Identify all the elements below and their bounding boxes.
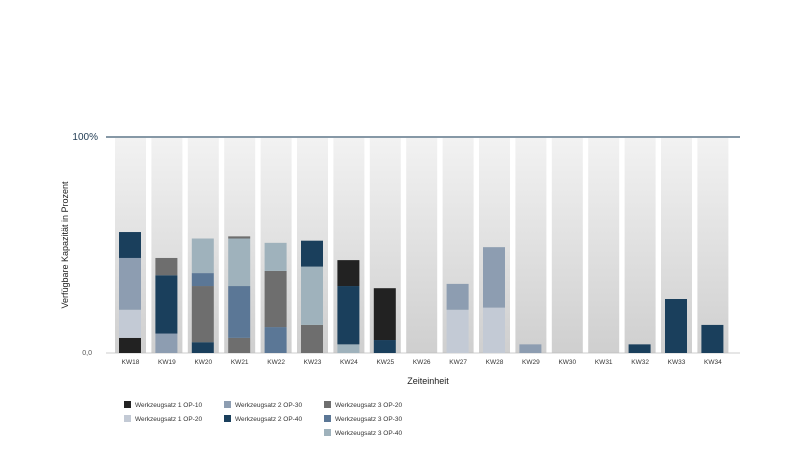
x-tick-label: KW22 <box>267 359 285 366</box>
x-tick-label: KW18 <box>122 359 140 366</box>
bar-segment <box>483 247 505 308</box>
x-tick-label: KW28 <box>486 359 504 366</box>
legend-label: Werkzeugsatz 3 OP-30 <box>335 416 402 423</box>
y-zero-label: 0,0 <box>82 350 92 357</box>
bar-segment <box>446 309 469 353</box>
x-tick-label: KW24 <box>340 359 358 366</box>
bar-segment <box>155 275 178 334</box>
legend-swatch <box>124 401 131 408</box>
x-tick-label: KW26 <box>413 359 431 366</box>
bar-segment <box>228 238 251 287</box>
bar-segment <box>519 344 542 353</box>
bar-segment <box>119 309 141 338</box>
bar-segment <box>337 286 360 345</box>
bar-segment <box>483 307 505 353</box>
bar-background <box>588 138 620 353</box>
x-tick-label: KW20 <box>194 359 212 366</box>
legend: Werkzeugsatz 1 OP-10 Werkzeugsatz 1 OP-20… <box>124 401 402 437</box>
bar-segment <box>264 242 287 271</box>
bar-segment <box>628 344 651 353</box>
legend-swatch <box>324 401 331 408</box>
x-tick-label: KW27 <box>449 359 467 366</box>
legend-label: Werkzeugsatz 3 OP-40 <box>335 430 402 437</box>
x-tick-label: KW19 <box>158 359 176 366</box>
bar-background <box>697 138 729 353</box>
bar-segment <box>119 337 141 353</box>
bar-background <box>515 138 547 353</box>
y-axis-title: Verfügbare Kapazität in Prozent <box>60 181 70 309</box>
bar-segment <box>264 327 287 353</box>
legend-label: Werkzeugsatz 2 OP-30 <box>235 402 302 409</box>
x-tick-labels: KW18 KW19 KW20 KW21 KW22 KW23 KW24 KW25 KW26 KW27… <box>122 359 722 366</box>
bar-segment <box>191 342 214 353</box>
legend-swatch <box>324 415 331 422</box>
x-tick-label: KW33 <box>668 359 686 366</box>
bar-background <box>551 138 583 353</box>
bar-segments <box>119 232 724 353</box>
bar-segment <box>191 286 214 343</box>
bar-segment <box>301 266 323 325</box>
x-tick-label: KW34 <box>704 359 722 366</box>
bar-segment <box>337 344 360 353</box>
bar-segment <box>228 236 251 239</box>
bar-segment <box>119 257 141 310</box>
bar-background <box>624 138 656 353</box>
bar-segment <box>373 340 396 353</box>
legend-label: Werkzeugsatz 3 OP-20 <box>335 402 402 409</box>
bar-segment <box>264 270 287 328</box>
x-tick-label: KW31 <box>595 359 613 366</box>
legend-swatch <box>124 415 131 422</box>
bar-segment <box>191 273 214 287</box>
legend-swatch <box>224 415 231 422</box>
bar-segment <box>665 299 687 353</box>
legend-label: Werkzeugsatz 1 OP-20 <box>135 416 202 423</box>
bar-segment <box>301 324 323 353</box>
x-axis-title: Zeiteinheit <box>407 376 449 386</box>
legend-label: Werkzeugsatz 2 OP-40 <box>235 416 302 423</box>
bar-segment <box>228 286 251 338</box>
bar-segment <box>228 337 251 353</box>
legend-swatch <box>324 429 331 436</box>
x-tick-label: KW29 <box>522 359 540 366</box>
bar-segment <box>373 288 396 341</box>
bar-segment <box>701 324 724 353</box>
legend-swatch <box>224 401 231 408</box>
bar-segment <box>446 283 469 310</box>
bar-segment <box>119 232 141 258</box>
legend-label: Werkzeugsatz 1 OP-10 <box>135 402 202 409</box>
x-tick-label: KW32 <box>631 359 649 366</box>
bar-segment <box>155 333 178 353</box>
x-tick-label: KW30 <box>558 359 576 366</box>
bar-background <box>406 138 438 353</box>
bar-segment <box>337 260 360 287</box>
x-tick-label: KW21 <box>231 359 249 366</box>
x-tick-label: KW25 <box>376 359 394 366</box>
bar-segment <box>301 240 323 267</box>
bar-segment <box>191 238 214 274</box>
x-tick-label: KW23 <box>304 359 322 366</box>
y-top-label: 100% <box>72 132 98 143</box>
bar-segment <box>155 257 178 276</box>
